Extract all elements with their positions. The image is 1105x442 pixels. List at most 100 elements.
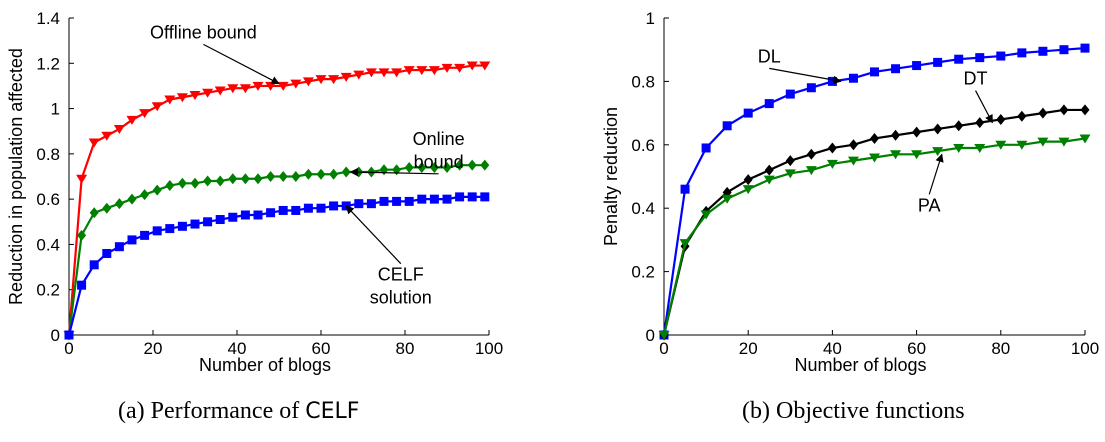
y-axis-title: Reduction in population affected [6,48,26,305]
data-point-online-bound [228,173,238,185]
data-point-online-bound [140,189,150,201]
data-point-dt [1038,107,1048,119]
data-point-online-bound [266,171,276,182]
y-tick-label: 0.2 [631,263,655,282]
data-point-dl [764,99,774,109]
data-point-celf-solution [366,199,376,209]
data-point-online-bound [177,177,187,189]
data-point-pa [721,194,733,204]
annotation-label: PA [918,195,941,215]
data-point-pa [1058,137,1070,147]
y-tick-label: 0 [646,326,655,345]
data-point-online-bound [442,161,452,173]
data-point-celf-solution [480,192,490,202]
data-point-offline-bound [126,115,138,125]
data-point-celf-solution [379,196,389,206]
data-point-dl [954,54,964,64]
data-point-celf-solution [429,194,439,204]
x-axis-title: Number of blogs [794,355,926,375]
data-point-celf-solution [266,208,276,218]
y-axis-title: Penalty reduction [601,107,621,246]
data-point-dt [870,132,879,144]
data-point-online-bound [379,164,389,176]
x-tick-label: 80 [396,339,415,358]
data-point-offline-bound [328,75,340,85]
data-point-pa [953,143,965,153]
y-tick-label: 0.6 [36,190,60,209]
x-tick-label: 100 [1071,339,1099,358]
y-tick-label: 0.6 [631,136,655,155]
data-point-offline-bound [101,131,113,141]
annotation-arrow [349,167,439,177]
data-point-celf-solution [417,194,427,204]
series-offline-bound [63,61,491,340]
series-line-online-bound [67,164,485,336]
data-point-online-bound [278,171,288,182]
x-tick-label: 0 [64,339,73,358]
y-tick-label: 1 [646,9,655,28]
annotation-pa: PA [918,153,944,215]
data-point-dl [722,121,732,131]
data-point-offline-bound [202,88,214,98]
y-tick-label: 0.4 [36,235,60,254]
data-point-pa [658,331,670,340]
data-point-offline-bound [151,102,163,112]
x-tick-label: 40 [823,339,842,358]
data-point-offline-bound [378,68,390,78]
data-point-celf-solution [303,203,313,213]
data-point-online-bound [240,173,250,185]
series-dl [659,43,1090,340]
data-point-pa [1037,137,1049,147]
data-point-online-bound [455,159,465,171]
annotation-arrow [975,90,993,124]
data-point-online-bound [341,166,351,178]
series-line-celf-solution [67,195,485,336]
data-point-dl [806,83,816,93]
data-point-online-bound [291,171,301,182]
data-point-pa [974,143,986,153]
data-point-offline-bound [139,109,151,119]
annotation-label: Offline bound [150,22,257,42]
data-point-online-bound [303,168,313,180]
x-tick-label: 100 [475,339,503,358]
data-point-pa [995,140,1007,150]
data-point-pa [1016,140,1028,150]
y-tick-label: 0 [51,326,60,345]
annotation-label: bound [414,152,464,172]
data-point-dt [1059,104,1069,116]
data-point-dt [996,113,1006,125]
data-point-online-bound [329,168,339,180]
data-point-offline-bound [454,63,466,73]
data-point-celf-solution [114,242,124,252]
data-point-dl [743,108,753,118]
data-point-online-bound [404,161,414,173]
data-point-dl [827,76,837,86]
data-point-offline-bound [290,79,302,89]
data-point-pa [890,150,902,160]
data-point-online-bound [114,198,124,210]
data-point-dl [870,67,879,77]
data-point-dl [1080,43,1090,53]
data-point-offline-bound [277,81,289,91]
data-point-dt [785,155,795,167]
data-point-dl [848,73,858,83]
data-point-dl [891,64,901,74]
data-point-dl [785,89,795,99]
annotation-label: CELF [378,265,424,285]
data-point-offline-bound [391,68,403,78]
data-point-celf-solution [127,235,137,245]
caption-a: (a) Performance of CELF [118,398,359,425]
series-line-offline-bound [67,64,485,336]
y-tick-label: 0.2 [36,281,60,300]
data-point-celf-solution [354,199,364,209]
data-point-dt [1017,110,1027,122]
data-point-dl [933,57,943,67]
data-point-dt [891,129,901,141]
y-tick-label: 0.8 [631,72,655,91]
annotation-arrow [203,43,280,85]
data-point-offline-bound [315,75,327,85]
data-point-pa [805,166,817,176]
data-point-offline-bound [466,61,478,71]
data-point-dt [743,174,753,186]
series-dt [659,104,1090,341]
